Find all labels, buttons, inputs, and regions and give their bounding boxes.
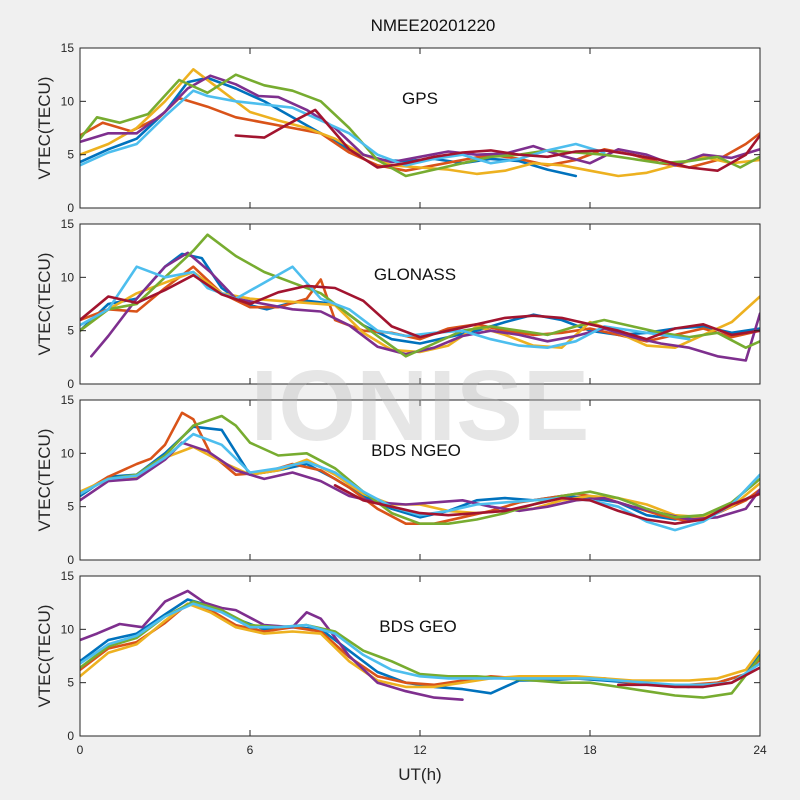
y-tick-label: 5: [67, 500, 74, 514]
x-tick-label: 24: [753, 743, 767, 757]
y-tick-label: 10: [61, 270, 75, 284]
figure-title: NMEE20201220: [371, 16, 496, 35]
x-tick-label: 18: [583, 743, 597, 757]
series-line-4: [80, 589, 464, 701]
y-tick-label: 10: [61, 622, 75, 636]
series-line-7: [80, 273, 760, 341]
series-line-5: [80, 233, 760, 358]
series-line-5: [80, 600, 760, 699]
panel-glonass: 0 5 10 15 VTEC(TECU) GLONASS: [35, 217, 761, 391]
y-axis-label: VTEC(TECU): [35, 605, 54, 708]
y-tick-label: 15: [61, 569, 75, 583]
panel-bds-ngeo: 0 5 10 15 VTEC(TECU) BDS NGEO: [35, 393, 761, 567]
series-line-7: [234, 108, 760, 172]
y-tick-label: 15: [61, 393, 75, 407]
series-line-7: [333, 484, 760, 525]
series-line-6: [80, 602, 760, 687]
y-axis-label: VTEC(TECU): [35, 77, 54, 180]
y-tick-label: 15: [61, 217, 75, 231]
series-line-6: [80, 89, 606, 167]
series-group: [80, 68, 760, 178]
panel-label: GPS: [402, 89, 438, 108]
series-group: [80, 233, 760, 362]
panel-gps: 0 5 10 15 VTEC(TECU) GPS: [35, 41, 761, 215]
series-line-6: [80, 265, 691, 349]
axes-background: [80, 576, 760, 736]
y-tick-label: 0: [67, 553, 74, 567]
axes-background: [80, 48, 760, 208]
y-axis-label: VTEC(TECU): [35, 429, 54, 532]
y-tick-label: 0: [67, 377, 74, 391]
x-tick-label: 0: [77, 743, 84, 757]
y-tick-label: 0: [67, 201, 74, 215]
y-tick-label: 15: [61, 41, 75, 55]
panel-label: BDS GEO: [379, 617, 456, 636]
y-tick-label: 5: [67, 676, 74, 690]
watermark: IONISE: [251, 350, 590, 462]
series-group: [80, 589, 760, 701]
y-tick-label: 5: [67, 324, 74, 338]
series-line-7: [617, 666, 760, 689]
y-axis-label: VTEC(TECU): [35, 253, 54, 356]
y-tick-label: 5: [67, 148, 74, 162]
x-tick-label: 12: [413, 743, 427, 757]
x-tick-label: 6: [247, 743, 254, 757]
y-tick-label: 10: [61, 94, 75, 108]
series-line-6: [80, 432, 760, 532]
series-line-5: [80, 73, 760, 178]
panel-bds-geo: 0 6 12 18 24 0 5 10 15 VTEC(TECU) BDS GEO: [35, 569, 767, 757]
series-line-3: [80, 68, 760, 178]
panels: 0 5 10 15 VTEC(TECU) GPS 0 5 10 15 VTEC(TECU) GLONA…: [35, 41, 767, 757]
series-line-5: [80, 414, 760, 525]
series-group: [80, 411, 760, 532]
y-tick-label: 0: [67, 729, 74, 743]
y-tick-label: 10: [61, 446, 75, 460]
x-axis-label: UT(h): [398, 765, 441, 784]
panel-label: GLONASS: [374, 265, 456, 284]
panel-label: BDS NGEO: [371, 441, 461, 460]
